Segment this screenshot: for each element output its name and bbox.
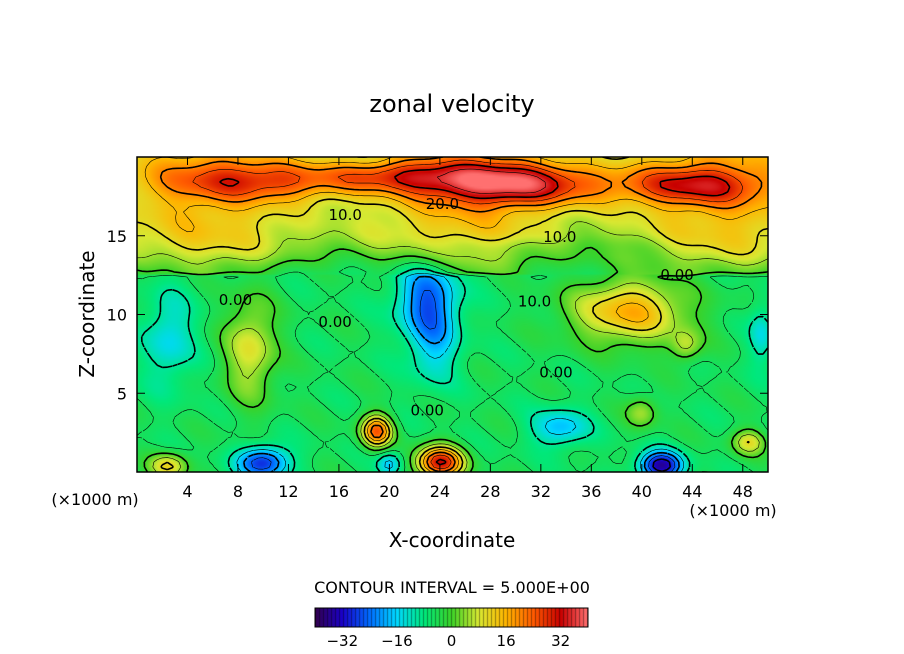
- colorbar-tick-label: −16: [381, 632, 413, 650]
- y-axis-ticks: 5 10 15: [107, 227, 768, 403]
- x-tick-label: 28: [480, 482, 500, 501]
- contour-interval-label: CONTOUR INTERVAL = 5.000E+00: [314, 578, 590, 597]
- contour-line--10: [140, 267, 768, 472]
- contour-line-20: [159, 157, 763, 472]
- colorbar: −32 −16 0 16 32: [314, 607, 589, 650]
- y-tick-label: 10: [107, 306, 127, 325]
- x-tick-label: 32: [531, 482, 551, 501]
- x-axis-ticks: 4 8 12 16 20 24 28 32 36 40 44 48: [182, 157, 753, 501]
- x-unit-label-left: (×1000 m): [51, 490, 138, 509]
- x-tick-label: 36: [581, 482, 601, 501]
- contour-label: 0.00: [539, 364, 572, 382]
- x-tick-label: 24: [430, 482, 450, 501]
- contour-label: 10.0: [329, 206, 362, 224]
- contour-labels: 20.0 10.0 10.0 10.0 0.00 0.00 0.00 0.00 0.00: [219, 195, 694, 419]
- x-tick-label: 20: [379, 482, 399, 501]
- heatmap-image: [137, 157, 768, 472]
- y-tick-label: 15: [107, 227, 127, 246]
- contour-line--25: [251, 290, 676, 472]
- contour-label: 0.00: [411, 401, 444, 419]
- contour-label: 20.0: [426, 195, 459, 213]
- x-unit-label-right: (×1000 m): [689, 501, 776, 520]
- colorbar-ticks: −32 −16 0 16 32: [326, 632, 570, 650]
- colorbar-tick-label: −32: [326, 632, 358, 650]
- x-tick-label: 8: [233, 482, 243, 501]
- contour-line--5: [137, 262, 768, 472]
- contour-label: 10.0: [543, 228, 576, 246]
- x-tick-label: 16: [329, 482, 349, 501]
- x-tick-label: 40: [632, 482, 652, 501]
- contour-label: 0.00: [219, 291, 252, 309]
- plot-area: [137, 157, 768, 472]
- contour-line--30: [652, 458, 672, 472]
- x-tick-label: 12: [278, 482, 298, 501]
- colorbar-tick-label: 16: [497, 632, 516, 650]
- contour-lines: [137, 157, 768, 472]
- colorbar-gradient: [315, 608, 588, 627]
- y-tick-label: 5: [117, 384, 127, 403]
- contour-line-0: [137, 246, 768, 472]
- x-tick-label: 48: [733, 482, 753, 501]
- contour-label: 0.00: [660, 266, 693, 284]
- contour-line-10: [137, 157, 768, 472]
- contour-line-35: [436, 168, 546, 194]
- x-tick-label: 44: [682, 482, 702, 501]
- colorbar-frame: [314, 607, 589, 628]
- colorbar-tick-label: 0: [447, 632, 457, 650]
- y-axis-label: Z-coordinate: [75, 250, 99, 377]
- contour-line-30: [219, 163, 731, 466]
- chart-title: zonal velocity: [369, 90, 534, 118]
- contour-label: 0.00: [318, 313, 351, 331]
- colorbar-tick-label: 32: [551, 632, 570, 650]
- contour-line-15: [144, 157, 768, 472]
- contour-label: 10.0: [518, 293, 551, 311]
- x-tick-label: 4: [182, 482, 192, 501]
- x-axis-label: X-coordinate: [389, 528, 516, 552]
- contour-line-25: [192, 159, 743, 470]
- contour-line-5: [137, 221, 768, 472]
- contour-line--20: [243, 275, 680, 472]
